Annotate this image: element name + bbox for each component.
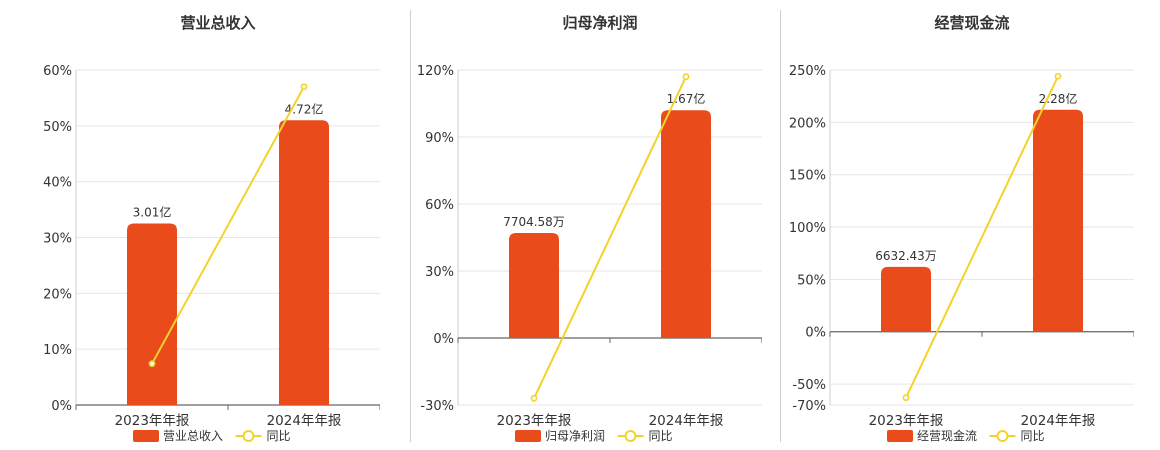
y-tick-label: 0% — [805, 326, 826, 341]
net-profit-chart-panel: 归母净利润 -30% 0% 30% 60% 90% 120% 2023年年报 2024年年报 77… — [390, 0, 762, 450]
yoy-line — [905, 75, 1059, 399]
legend-swatch-bar — [887, 430, 913, 442]
x-category-label: 2023年年报 — [869, 413, 944, 429]
bar — [881, 266, 931, 332]
y-tick-label: 20% — [43, 287, 72, 302]
bar — [509, 233, 559, 338]
bar-data-label: 4.72亿 — [285, 101, 324, 116]
chart-title: 营业总收入 — [180, 14, 255, 32]
y-tick-label: 250% — [789, 64, 826, 79]
chart-svg: 营业总收入 0% 10% 20% 30% 40% 50% 60% 2023年年报 2024年年报 3… — [43, 14, 380, 443]
bar-data-label: 7704.58万 — [503, 215, 565, 229]
y-tick-label: 60% — [43, 64, 72, 79]
bar — [1033, 109, 1083, 332]
chart-svg: 经营现金流 -70% -50% 0% 50% 100% 150% 200% 250% 2023年年… — [789, 14, 1134, 443]
y-tick-label: -30% — [420, 399, 454, 414]
yoy-point — [682, 73, 690, 81]
yoy-point — [902, 394, 910, 402]
legend-swatch-marker — [242, 430, 255, 442]
x-category-label: 2024年年报 — [649, 413, 724, 429]
legend-label: 营业总收入 — [163, 429, 223, 443]
y-tick-label: 60% — [425, 198, 454, 213]
bar-data-label: 3.01亿 — [133, 205, 172, 220]
bar-data-label: 6632.43万 — [875, 249, 937, 263]
legend-swatch-marker — [624, 430, 637, 442]
legend-label: 同比 — [267, 429, 291, 443]
cash-flow-chart-panel: 经营现金流 -70% -50% 0% 50% 100% 150% 200% 250% 2023年年… — [762, 0, 1134, 450]
revenue-chart-panel: 营业总收入 0% 10% 20% 30% 40% 50% 60% 2023年年报 2024年年报 3… — [8, 0, 380, 450]
chart-title: 归母净利润 — [562, 14, 637, 32]
y-tick-label: 30% — [43, 232, 72, 247]
legend-swatch-bar — [515, 430, 541, 442]
y-tick-label: 200% — [789, 116, 826, 131]
yoy-line — [151, 86, 305, 365]
yoy-point — [530, 394, 538, 402]
x-category-label: 2024年年报 — [267, 413, 342, 429]
y-tick-label: 90% — [425, 131, 454, 146]
x-category-label: 2024年年报 — [1021, 413, 1096, 429]
y-tick-label: 40% — [43, 176, 72, 191]
y-tick-label: 120% — [417, 64, 454, 79]
legend-label: 同比 — [649, 429, 673, 443]
legend-swatch-marker — [996, 430, 1009, 442]
x-category-label: 2023年年报 — [497, 413, 572, 429]
y-tick-label: 150% — [789, 169, 826, 184]
legend-swatch-bar — [133, 430, 159, 442]
yoy-point — [300, 83, 308, 91]
yoy-line — [533, 76, 687, 399]
yoy-point — [1054, 72, 1062, 80]
chart-svg: 归母净利润 -30% 0% 30% 60% 90% 120% 2023年年报 2024年年报 77… — [417, 14, 762, 443]
y-tick-label: 10% — [43, 343, 72, 358]
panel-divider — [780, 10, 781, 442]
x-category-label: 2023年年报 — [115, 413, 190, 429]
bar — [661, 110, 711, 338]
panel-divider — [410, 10, 411, 442]
y-tick-label: 0% — [51, 399, 72, 414]
chart-title: 经营现金流 — [934, 14, 1009, 32]
y-tick-label: 50% — [797, 273, 826, 288]
y-tick-label: 50% — [43, 120, 72, 135]
bar — [127, 223, 177, 405]
y-tick-label: 100% — [789, 221, 826, 236]
y-tick-label: -70% — [792, 399, 826, 414]
legend-label: 归母净利润 — [545, 429, 605, 443]
bar — [279, 120, 329, 405]
legend-label: 同比 — [1021, 429, 1045, 443]
legend-label: 经营现金流 — [917, 428, 977, 443]
yoy-point — [148, 360, 156, 368]
y-tick-label: 30% — [425, 265, 454, 280]
y-tick-label: 0% — [433, 332, 454, 347]
y-tick-label: -50% — [792, 378, 826, 393]
